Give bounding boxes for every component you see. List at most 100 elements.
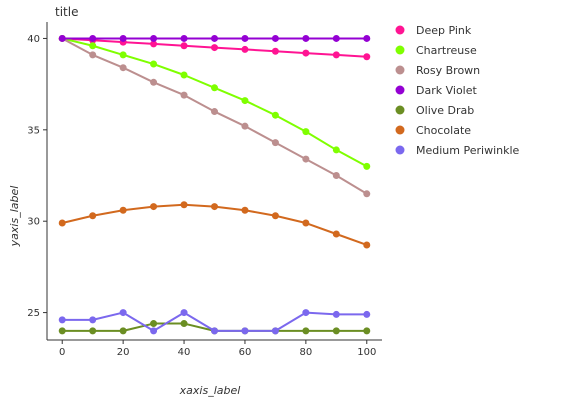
data-point-medium-periwinkle bbox=[89, 316, 97, 324]
legend-label: Chocolate bbox=[416, 124, 471, 137]
series-chartreuse bbox=[58, 34, 371, 170]
data-point-dark-violet bbox=[332, 34, 340, 42]
data-point-rosy-brown bbox=[150, 78, 158, 86]
x-tick-label: 60 bbox=[239, 347, 252, 358]
y-tick-label: 30 bbox=[27, 217, 40, 228]
data-point-medium-periwinkle bbox=[271, 327, 279, 335]
series-medium-periwinkle bbox=[58, 309, 371, 335]
data-point-chartreuse bbox=[271, 111, 279, 119]
data-point-chartreuse bbox=[150, 60, 158, 68]
data-point-chartreuse bbox=[363, 162, 371, 170]
legend-item-olive-drab: Olive Drab bbox=[395, 104, 474, 117]
data-point-rosy-brown bbox=[211, 108, 218, 116]
data-point-dark-violet bbox=[119, 34, 127, 42]
data-point-rosy-brown bbox=[363, 190, 371, 198]
x-tick-label: 100 bbox=[357, 347, 376, 358]
data-point-dark-violet bbox=[302, 34, 310, 42]
series-chocolate bbox=[58, 201, 371, 249]
data-point-chocolate bbox=[302, 219, 310, 227]
data-point-chartreuse bbox=[180, 71, 188, 79]
data-point-rosy-brown bbox=[180, 91, 188, 99]
legend-label: Rosy Brown bbox=[416, 64, 480, 77]
legend-item-chocolate: Chocolate bbox=[395, 124, 471, 137]
data-point-olive-drab bbox=[332, 327, 340, 335]
legend-marker bbox=[395, 45, 405, 55]
data-point-medium-periwinkle bbox=[58, 316, 66, 324]
series-line-chocolate bbox=[61, 203, 368, 246]
data-point-chartreuse bbox=[332, 146, 340, 154]
legend-label: Deep Pink bbox=[416, 24, 472, 37]
y-tick-label: 25 bbox=[27, 308, 40, 319]
x-axis-ticks: 0 20 40 60 80 100 bbox=[59, 340, 376, 358]
x-tick-label: 0 bbox=[59, 347, 65, 358]
data-point-olive-drab bbox=[363, 327, 371, 335]
data-point-dark-violet bbox=[211, 34, 218, 42]
legend-label: Medium Periwinkle bbox=[416, 144, 520, 157]
data-point-rosy-brown bbox=[89, 51, 97, 59]
y-axis-ticks: 25 30 35 40 bbox=[27, 34, 47, 319]
y-tick-label: 35 bbox=[27, 125, 40, 136]
data-point-dark-violet bbox=[150, 34, 158, 42]
data-point-chocolate bbox=[89, 212, 97, 220]
data-point-rosy-brown bbox=[119, 64, 127, 72]
legend-marker bbox=[395, 105, 405, 115]
legend-marker bbox=[395, 145, 405, 155]
series-dark-violet bbox=[58, 34, 371, 42]
data-point-olive-drab bbox=[180, 320, 188, 328]
data-point-chartreuse bbox=[89, 42, 97, 50]
data-point-medium-periwinkle bbox=[119, 309, 127, 317]
data-point-medium-periwinkle bbox=[150, 327, 158, 335]
data-point-medium-periwinkle bbox=[211, 327, 218, 335]
data-point-dark-violet bbox=[271, 34, 279, 42]
data-point-chocolate bbox=[211, 203, 218, 211]
legend-item-medium-periwinkle: Medium Periwinkle bbox=[395, 144, 520, 157]
data-point-chocolate bbox=[241, 206, 249, 214]
legend-marker bbox=[395, 65, 405, 75]
data-point-deep-pink bbox=[271, 47, 279, 55]
data-point-deep-pink bbox=[302, 49, 310, 57]
data-point-chocolate bbox=[58, 219, 66, 227]
data-point-rosy-brown bbox=[271, 139, 279, 147]
data-point-chartreuse bbox=[302, 128, 310, 136]
data-point-chartreuse bbox=[119, 51, 127, 59]
data-point-dark-violet bbox=[180, 34, 188, 42]
data-point-deep-pink bbox=[180, 42, 188, 50]
series-line-rosy-brown bbox=[61, 37, 368, 195]
y-axis-title: yaxis_label bbox=[8, 186, 21, 248]
data-point-olive-drab bbox=[119, 327, 127, 335]
y-tick-label: 40 bbox=[27, 34, 40, 45]
legend-item-rosy-brown: Rosy Brown bbox=[395, 64, 480, 77]
data-point-deep-pink bbox=[363, 53, 371, 61]
legend-item-chartreuse: Chartreuse bbox=[395, 44, 477, 57]
series-line-chartreuse bbox=[61, 37, 368, 168]
data-point-medium-periwinkle bbox=[363, 310, 371, 318]
data-point-dark-violet bbox=[241, 34, 249, 42]
data-point-deep-pink bbox=[241, 45, 249, 53]
data-point-dark-violet bbox=[89, 34, 97, 42]
data-point-olive-drab bbox=[89, 327, 97, 335]
x-axis-title: xaxis_label bbox=[179, 384, 241, 397]
data-point-dark-violet bbox=[363, 34, 371, 42]
x-tick-label: 80 bbox=[299, 347, 312, 358]
legend-item-dark-violet: Dark Violet bbox=[395, 84, 477, 97]
data-point-chocolate bbox=[363, 241, 371, 249]
series-layer bbox=[58, 34, 371, 335]
data-point-chartreuse bbox=[211, 84, 218, 92]
data-point-dark-violet bbox=[58, 34, 66, 42]
data-point-deep-pink bbox=[150, 40, 158, 48]
x-tick-label: 20 bbox=[117, 347, 130, 358]
legend-marker bbox=[395, 25, 405, 35]
data-point-olive-drab bbox=[302, 327, 310, 335]
data-point-deep-pink bbox=[211, 44, 218, 52]
legend-label: Dark Violet bbox=[416, 84, 477, 97]
legend-label: Olive Drab bbox=[416, 104, 474, 117]
data-point-chocolate bbox=[119, 206, 127, 214]
data-point-medium-periwinkle bbox=[241, 327, 249, 335]
data-point-rosy-brown bbox=[302, 155, 310, 163]
data-point-chocolate bbox=[180, 201, 188, 209]
data-point-chocolate bbox=[271, 212, 279, 220]
data-point-deep-pink bbox=[332, 51, 340, 59]
legend-label: Chartreuse bbox=[416, 44, 477, 57]
data-point-chocolate bbox=[150, 203, 158, 211]
